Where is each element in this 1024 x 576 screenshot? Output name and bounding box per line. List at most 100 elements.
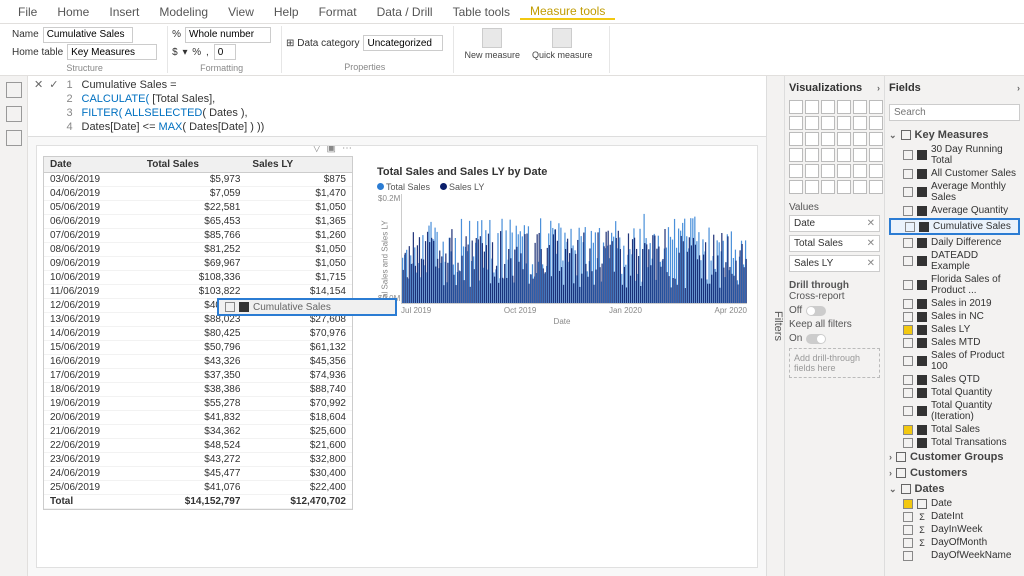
table-row[interactable]: 14/06/2019$80,425$70,976	[44, 327, 352, 341]
viz-type-icon[interactable]	[821, 116, 835, 130]
viz-type-icon[interactable]	[789, 180, 803, 194]
table-visual[interactable]: ▽▣⋯ DateTotal SalesSales LY03/06/2019$5,…	[43, 156, 353, 510]
collapse-icon[interactable]: ›	[877, 83, 880, 93]
menu-format[interactable]: Format	[309, 5, 367, 19]
field-checkbox[interactable]	[903, 206, 913, 216]
table-row[interactable]: 25/06/2019$41,076$22,400	[44, 481, 352, 495]
field-item[interactable]: Total Transations	[889, 436, 1020, 449]
field-checkbox[interactable]	[903, 169, 913, 179]
viz-type-icon[interactable]	[853, 132, 867, 146]
viz-type-icon[interactable]	[853, 100, 867, 114]
table-row[interactable]: 08/06/2019$81,252$1,050	[44, 243, 352, 257]
field-item[interactable]: Sales of Product 100	[889, 349, 1020, 373]
table-row[interactable]: 17/06/2019$37,350$74,936	[44, 369, 352, 383]
legend-item[interactable]: Sales LY	[440, 182, 484, 192]
field-item[interactable]: Sales MTD	[889, 336, 1020, 349]
cross-report-toggle[interactable]	[806, 306, 826, 316]
model-view-icon[interactable]	[6, 130, 22, 146]
viz-type-icon[interactable]	[789, 148, 803, 162]
viz-type-icon[interactable]	[805, 132, 819, 146]
field-group-header[interactable]: ⌄Key Measures	[889, 127, 1020, 143]
field-group-header[interactable]: ⌄Dates	[889, 481, 1020, 497]
collapse-icon[interactable]: ›	[1017, 83, 1020, 93]
decimals-input[interactable]	[214, 44, 236, 60]
menu-tabletools[interactable]: Table tools	[443, 5, 520, 19]
field-checkbox[interactable]	[903, 388, 913, 398]
table-row[interactable]: 10/06/2019$108,336$1,715	[44, 271, 352, 285]
field-checkbox[interactable]	[903, 299, 913, 309]
viz-type-icon[interactable]	[821, 164, 835, 178]
fields-search-input[interactable]	[889, 104, 1020, 121]
viz-type-icon[interactable]	[805, 116, 819, 130]
table-row[interactable]: 07/06/2019$85,766$1,260	[44, 229, 352, 243]
field-item[interactable]: DATEADD Example	[889, 249, 1020, 273]
table-row[interactable]: 18/06/2019$38,386$88,740	[44, 383, 352, 397]
field-item[interactable]: Sales QTD	[889, 373, 1020, 386]
data-view-icon[interactable]	[6, 106, 22, 122]
field-checkbox[interactable]	[903, 425, 913, 435]
viz-type-icon[interactable]	[869, 180, 883, 194]
column-header[interactable]: Date	[44, 157, 141, 173]
field-checkbox[interactable]	[903, 551, 913, 561]
keep-filters-toggle[interactable]	[806, 334, 826, 344]
field-checkbox[interactable]	[903, 325, 913, 335]
viz-type-icon[interactable]	[821, 180, 835, 194]
table-row[interactable]: 19/06/2019$55,278$70,992	[44, 397, 352, 411]
viz-type-icon[interactable]	[837, 116, 851, 130]
field-item[interactable]: ΣDayOfMonth	[889, 536, 1020, 549]
home-table-input[interactable]	[67, 44, 157, 60]
field-item[interactable]: Total Quantity (Iteration)	[889, 399, 1020, 423]
viz-type-icon[interactable]	[805, 148, 819, 162]
viz-type-icon[interactable]	[837, 148, 851, 162]
table-row[interactable]: 04/06/2019$7,059$1,470	[44, 187, 352, 201]
column-header[interactable]: Sales LY	[246, 157, 352, 173]
field-group-header[interactable]: ›Customer Groups	[889, 449, 1020, 465]
field-checkbox[interactable]	[903, 406, 913, 416]
field-item[interactable]: Sales in NC	[889, 310, 1020, 323]
viz-type-icon[interactable]	[869, 164, 883, 178]
viz-type-icon[interactable]	[869, 116, 883, 130]
cancel-formula-icon[interactable]: ✕	[34, 78, 43, 91]
drillthrough-dropzone[interactable]: Add drill-through fields here	[789, 348, 880, 378]
viz-type-icon[interactable]	[837, 180, 851, 194]
field-item[interactable]: Florida Sales of Product ...	[889, 273, 1020, 297]
field-checkbox[interactable]	[903, 187, 913, 197]
field-item[interactable]: Total Quantity	[889, 386, 1020, 399]
chart-visual[interactable]: Total Sales and Sales LY by Date Total S…	[377, 166, 747, 326]
table-row[interactable]: 11/06/2019$103,822$14,154	[44, 285, 352, 299]
viz-type-icon[interactable]	[853, 164, 867, 178]
table-row[interactable]: 20/06/2019$41,832$18,604	[44, 411, 352, 425]
field-checkbox[interactable]	[903, 499, 913, 509]
viz-type-icon[interactable]	[805, 180, 819, 194]
field-item[interactable]: ΣDateInt	[889, 510, 1020, 523]
field-checkbox[interactable]	[903, 356, 913, 366]
field-checkbox[interactable]	[903, 538, 913, 548]
viz-type-icon[interactable]	[853, 180, 867, 194]
viz-type-icon[interactable]	[821, 100, 835, 114]
field-checkbox[interactable]	[903, 375, 913, 385]
field-item[interactable]: Sales in 2019	[889, 297, 1020, 310]
datatype-select[interactable]	[185, 27, 271, 43]
viz-type-icon[interactable]	[837, 100, 851, 114]
report-canvas[interactable]: ▽▣⋯ DateTotal SalesSales LY03/06/2019$5,…	[36, 145, 758, 568]
field-well[interactable]: Date✕	[789, 215, 880, 232]
menu-view[interactable]: View	[218, 5, 264, 19]
viz-type-icon[interactable]	[821, 132, 835, 146]
field-checkbox[interactable]	[903, 238, 913, 248]
formula-bar[interactable]: ✕✓ 1 Cumulative Sales = 2 CALCULATE( [To…	[28, 76, 766, 137]
viz-type-icon[interactable]	[789, 100, 803, 114]
more-icon[interactable]: ⋯	[342, 145, 352, 154]
field-well[interactable]: Sales LY✕	[789, 255, 880, 272]
field-checkbox[interactable]	[905, 222, 915, 232]
field-item[interactable]: 30 Day Running Total	[889, 143, 1020, 167]
menu-home[interactable]: Home	[47, 5, 99, 19]
viz-type-icon[interactable]	[853, 148, 867, 162]
field-item[interactable]: Total Sales	[889, 423, 1020, 436]
table-row[interactable]: 09/06/2019$69,967$1,050	[44, 257, 352, 271]
field-item[interactable]: Average Monthly Sales	[889, 180, 1020, 204]
report-view-icon[interactable]	[6, 82, 22, 98]
field-checkbox[interactable]	[903, 312, 913, 322]
filter-icon[interactable]: ▽	[313, 145, 321, 154]
field-checkbox[interactable]	[903, 280, 913, 290]
column-header[interactable]: Total Sales	[141, 157, 247, 173]
